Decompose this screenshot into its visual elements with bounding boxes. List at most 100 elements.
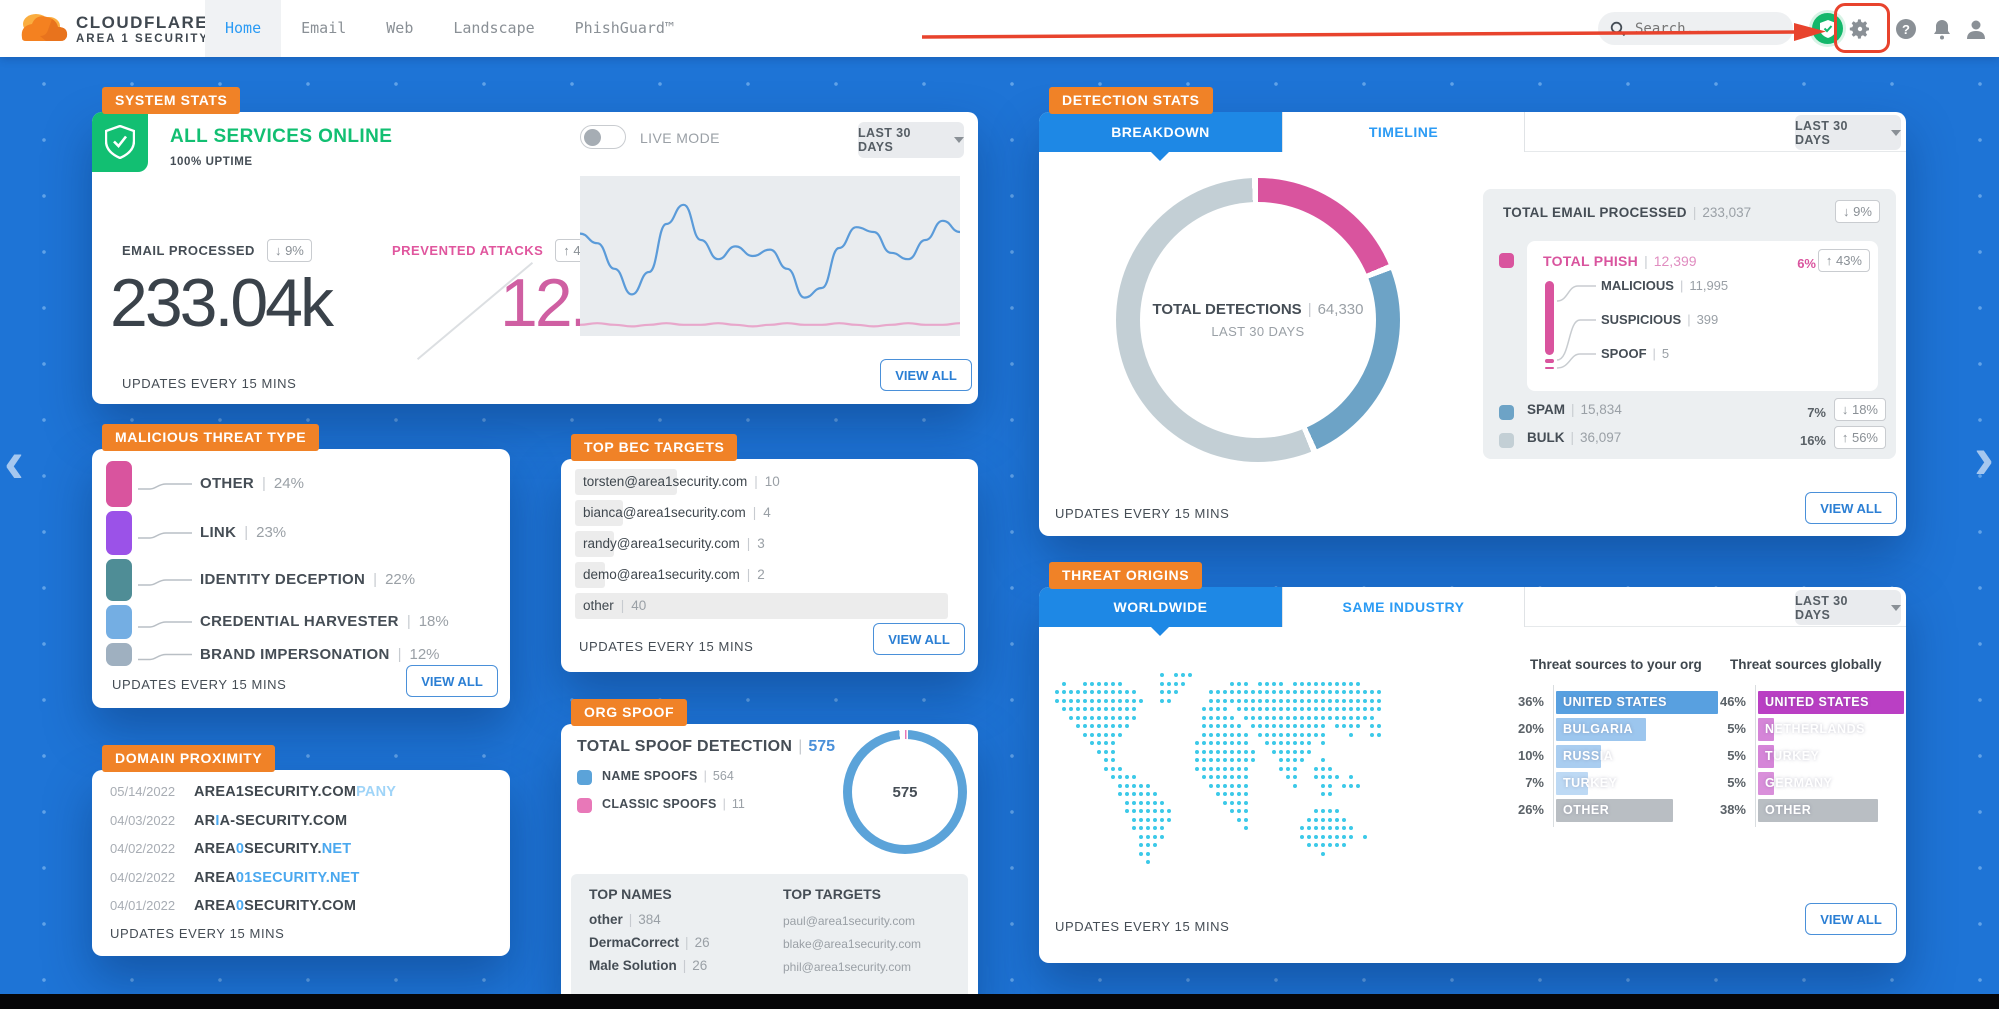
map-dot (1146, 834, 1150, 839)
separator: | (628, 912, 633, 927)
map-dot (1328, 690, 1332, 694)
threat-type-pct: 12% (409, 645, 440, 663)
spam-delta-badge: ↓ 18% (1833, 398, 1886, 421)
map-dot (1258, 732, 1262, 737)
threat-origins-view-all-button[interactable]: VIEW ALL (1805, 903, 1897, 935)
map-dot (1300, 715, 1304, 720)
map-dot (1230, 766, 1234, 771)
gear-icon[interactable] (1847, 16, 1873, 42)
map-dot (1300, 724, 1304, 728)
map-dot (1104, 698, 1108, 703)
updates-note: UPDATES EVERY 15 MINS (122, 376, 297, 391)
search-input[interactable] (1635, 20, 1765, 37)
carousel-next-button[interactable]: › (1974, 424, 1994, 491)
bec-target-row[interactable]: randy@area1security.com | 3 (583, 536, 765, 551)
domain-row: 04/02/2022 AREA0SECURITY.NET (110, 841, 351, 857)
domain-segment: 0 (235, 898, 245, 914)
bec-target-row[interactable]: torsten@area1security.com | 10 (583, 474, 780, 489)
carousel-prev-button[interactable]: ‹ (4, 428, 24, 495)
nav-item-email[interactable]: Email (301, 19, 347, 37)
bec-view-all-button[interactable]: VIEW ALL (873, 623, 965, 655)
detection-view-all-button[interactable]: VIEW ALL (1805, 492, 1897, 524)
map-dot (1223, 732, 1227, 737)
help-icon[interactable]: ? (1893, 16, 1919, 42)
nav-item-landscape[interactable]: Landscape (453, 19, 535, 37)
date-range-dropdown[interactable]: LAST 30 DAYS (1795, 590, 1901, 625)
map-dot (1258, 715, 1262, 720)
tab-timeline[interactable]: TIMELINE (1282, 112, 1525, 152)
map-dot (1139, 809, 1143, 813)
map-dot (1139, 817, 1143, 822)
bec-target-row[interactable]: other | 40 (583, 598, 646, 613)
map-dot (1055, 690, 1059, 694)
system-stats-card: ALL SERVICES ONLINE 100% UPTIME LIVE MOD… (92, 112, 978, 404)
search-box[interactable] (1598, 12, 1793, 45)
map-dot (1258, 698, 1262, 703)
tab-worldwide[interactable]: WORLDWIDE (1039, 587, 1282, 627)
tab-same-industry[interactable]: SAME INDUSTRY (1282, 587, 1525, 627)
map-dot (1272, 707, 1276, 711)
map-dot (1328, 792, 1332, 796)
map-dot (1286, 758, 1290, 762)
map-dot (1209, 749, 1213, 754)
date-range-dropdown[interactable]: LAST 30 DAYS (1795, 115, 1901, 150)
map-dot (1265, 690, 1269, 694)
map-dot (1111, 681, 1115, 686)
map-dot (1335, 707, 1339, 711)
map-dot (1258, 690, 1262, 694)
map-dot (1076, 698, 1080, 703)
malicious-view-all-button[interactable]: VIEW ALL (406, 665, 498, 697)
separator: | (620, 598, 625, 613)
nav-item-web[interactable]: Web (386, 19, 414, 37)
threat-type-name: IDENTITY DECEPTION (200, 571, 366, 588)
map-dot (1202, 741, 1206, 745)
nav-item-phishguard[interactable]: PhishGuard™ (574, 19, 674, 37)
map-dot (1335, 817, 1339, 822)
bell-icon[interactable] (1929, 16, 1955, 42)
nav-item-home[interactable]: Home (205, 0, 282, 57)
map-dot (1244, 783, 1248, 788)
map-dot (1132, 690, 1136, 694)
date-range-dropdown[interactable]: LAST 30 DAYS (858, 122, 964, 158)
bec-target-row[interactable]: demo@area1security.com | 2 (583, 567, 765, 582)
map-dot (1251, 698, 1255, 703)
map-dot (1349, 834, 1353, 839)
map-dot (1286, 732, 1290, 737)
map-dot (1363, 698, 1367, 703)
map-dot (1153, 792, 1157, 796)
total-phish-value: 12,399 (1653, 253, 1697, 269)
user-icon[interactable] (1963, 16, 1989, 42)
map-dot (1321, 732, 1325, 737)
suspicious-value: 399 (1696, 312, 1719, 327)
system-view-all-button[interactable]: VIEW ALL (880, 359, 972, 391)
spoof-label: SPOOF (1601, 346, 1647, 361)
map-dot (1202, 724, 1206, 728)
map-dot (1300, 834, 1304, 839)
map-dot (1335, 826, 1339, 830)
map-dot (1272, 749, 1276, 754)
map-dot (1328, 766, 1332, 771)
legend-value: 564 (712, 769, 734, 783)
map-dot (1237, 766, 1241, 771)
live-mode-toggle[interactable] (580, 125, 626, 149)
map-dot (1118, 732, 1122, 737)
map-dot (1307, 749, 1311, 754)
map-dot (1244, 749, 1248, 754)
malicious-label: MALICIOUS (1601, 278, 1674, 293)
map-dot (1167, 681, 1171, 686)
map-dot (1167, 698, 1171, 703)
threat-type-label: IDENTITY DECEPTION | 22% (200, 571, 415, 588)
map-dot (1167, 690, 1171, 694)
separator: | (703, 769, 707, 783)
total-email-value: 233,037 (1702, 205, 1752, 220)
map-dot (1356, 681, 1360, 686)
map-dot (1335, 724, 1339, 728)
threat-source-pct: 7% (1525, 775, 1544, 790)
threat-origins-card: WORLDWIDE SAME INDUSTRY LAST 30 DAYS Thr… (1039, 587, 1906, 963)
tab-breakdown[interactable]: BREAKDOWN (1039, 112, 1282, 152)
bec-target-row[interactable]: bianca@area1security.com | 4 (583, 505, 771, 520)
map-dot (1160, 673, 1164, 677)
map-dot (1356, 690, 1360, 694)
map-dot (1370, 707, 1374, 711)
bec-count: 10 (764, 474, 780, 489)
